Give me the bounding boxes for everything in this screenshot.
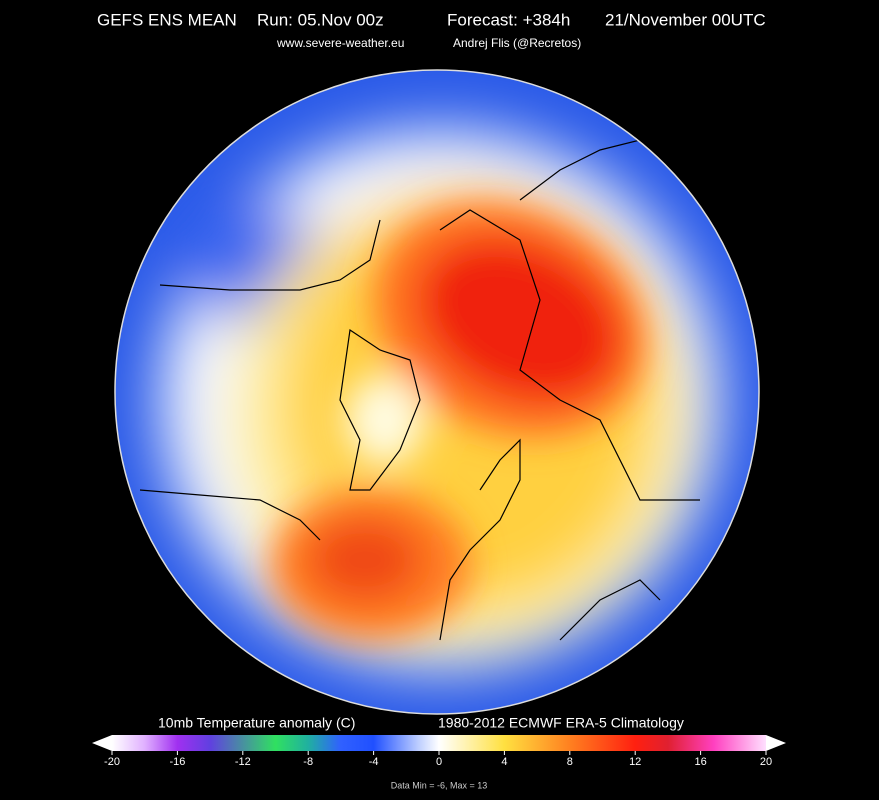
forecast-title: Forecast: +384h <box>447 10 570 29</box>
colorbar-tick-label: 16 <box>694 756 706 768</box>
colorbar-label: 10mb Temperature anomaly (C) <box>158 715 355 731</box>
colorbar-tick-label: -12 <box>235 756 251 768</box>
colorbar-ticks: -20 -16 -12 -8 -4 0 4 8 12 16 20 <box>104 751 772 768</box>
map-border <box>114 69 760 715</box>
data-range: Data Min = -6, Max = 13 <box>391 780 488 790</box>
colorbar <box>112 735 766 751</box>
valid-time: 21/November 00UTC <box>605 10 766 29</box>
author: Andrej Flis (@Recretos) <box>453 36 581 50</box>
colorbar-tick-label: 4 <box>501 756 507 768</box>
colorbar-tick-label: -20 <box>104 756 120 768</box>
colorbar-arrow-right <box>766 735 786 751</box>
map <box>115 70 759 714</box>
run-title: Run: 05.Nov 00z <box>257 10 384 29</box>
colorbar-arrow-left <box>92 735 112 751</box>
colorbar-tick-label: 20 <box>760 756 772 768</box>
colorbar-tick-label: -16 <box>169 756 185 768</box>
coastlines <box>139 139 700 641</box>
website: www.severe-weather.eu <box>276 36 404 50</box>
climatology-label: 1980-2012 ECMWF ERA-5 Climatology <box>438 715 684 731</box>
colorbar-tick-label: 0 <box>436 756 442 768</box>
colorbar-tick-label: 8 <box>567 756 573 768</box>
colorbar-tick-label: 12 <box>629 756 641 768</box>
model-title: GEFS ENS MEAN <box>97 10 237 29</box>
colorbar-tick-label: -4 <box>369 756 379 768</box>
colorbar-tick-label: -8 <box>303 756 313 768</box>
